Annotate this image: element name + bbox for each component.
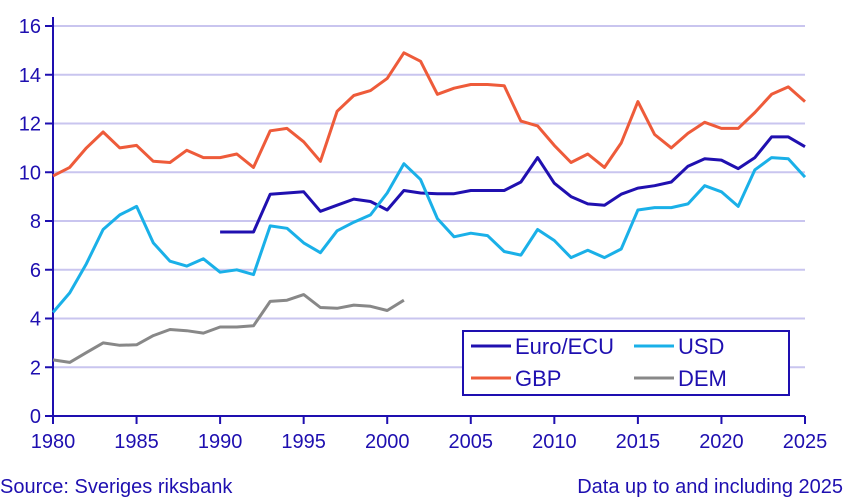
y-tick-label: 6 <box>30 260 41 282</box>
x-tick-label: 2015 <box>616 431 661 453</box>
y-tick-label: 8 <box>30 211 41 233</box>
y-tick-label: 0 <box>30 406 41 428</box>
data-note: Data up to and including 2025 <box>577 476 843 498</box>
legend-label: GBP <box>515 366 561 391</box>
series-line-euroecu <box>220 135 806 234</box>
y-tick-label: 16 <box>19 16 41 38</box>
y-tick-label: 4 <box>30 309 41 331</box>
x-tick-label: 2005 <box>449 431 494 453</box>
x-tick-label: 1980 <box>31 431 76 453</box>
legend-label: USD <box>678 334 724 359</box>
legend <box>462 330 790 396</box>
y-tick-label: 14 <box>19 65 41 87</box>
x-tick-label: 2010 <box>532 431 577 453</box>
x-tick-label: 2000 <box>365 431 410 453</box>
y-tick-label: 10 <box>19 162 41 184</box>
series-line-gbp <box>52 51 806 178</box>
x-tick-label: 2025 <box>783 431 828 453</box>
x-tick-label: 1985 <box>114 431 159 453</box>
y-tick-label: 12 <box>19 114 41 136</box>
series-line-usd <box>51 156 807 314</box>
x-tick-label: 2020 <box>699 431 744 453</box>
legend-label: DEM <box>678 366 727 391</box>
x-tick-label: 1995 <box>281 431 326 453</box>
series-line-dem <box>52 293 405 364</box>
legend-label: Euro/ECU <box>515 334 614 359</box>
x-tick-label: 1990 <box>198 431 243 453</box>
source-note: Source: Sveriges riksbank <box>0 476 233 498</box>
y-tick-label: 2 <box>30 357 41 379</box>
